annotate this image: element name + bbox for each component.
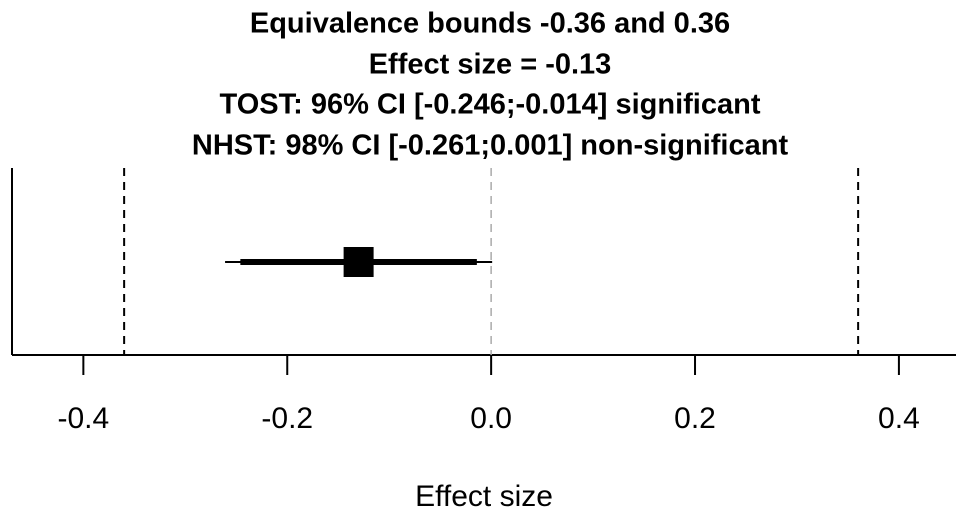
x-axis-label: Effect size — [415, 480, 553, 513]
chart-title: Effect size = -0.13 — [369, 49, 612, 81]
chart-title: NHST: 98% CI [-0.261;0.001] non-signific… — [192, 130, 789, 162]
effect-point — [343, 247, 374, 277]
x-tick-label: -0.4 — [58, 402, 110, 435]
chart-title: Equivalence bounds -0.36 and 0.36 — [250, 8, 730, 40]
chart-title: TOST: 96% CI [-0.246;-0.014] significant — [220, 89, 761, 121]
x-tick-label: 0.0 — [470, 402, 512, 435]
x-tick-label: 0.2 — [674, 402, 716, 435]
x-tick-label: -0.2 — [261, 402, 313, 435]
x-tick-label: 0.4 — [878, 402, 920, 435]
